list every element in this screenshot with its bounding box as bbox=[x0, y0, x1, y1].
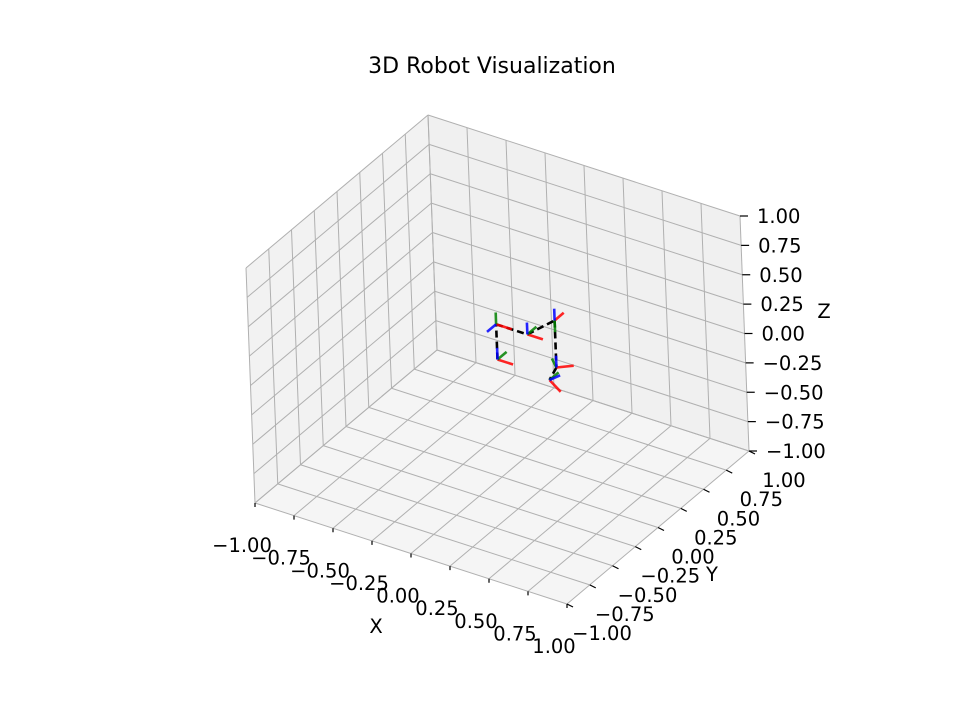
y-tick-mark bbox=[634, 546, 642, 551]
grid-line-left-z bbox=[249, 202, 432, 357]
grid-line-back-z bbox=[435, 320, 749, 423]
y-tick-mark bbox=[725, 469, 733, 474]
grid-line-back-z bbox=[431, 202, 744, 305]
z-tick-label: −0.75 bbox=[765, 411, 825, 434]
frame-y-axis bbox=[553, 320, 557, 333]
y-tick-label: 1.00 bbox=[762, 469, 805, 492]
frame-x-axis bbox=[527, 333, 544, 341]
grid-line-floor-y bbox=[414, 368, 727, 471]
x-tick-label: 0.50 bbox=[454, 610, 497, 633]
y-tick-label: −1.00 bbox=[572, 622, 632, 645]
grid-line-floor-y bbox=[345, 426, 659, 528]
z-tick-label: 0.50 bbox=[759, 264, 802, 287]
y-tick-label: −0.75 bbox=[595, 603, 655, 626]
frame-x-axis bbox=[548, 379, 562, 393]
grid-line-back-z bbox=[432, 232, 745, 334]
grid-line-left-z bbox=[245, 114, 429, 269]
y-tick-label: 0.50 bbox=[717, 507, 760, 530]
grid-line-back-z bbox=[427, 114, 741, 217]
grid-line-back-z bbox=[434, 290, 747, 393]
grid-line-back-z bbox=[428, 143, 742, 246]
z-tick-label: 1.00 bbox=[757, 205, 800, 228]
x-tick-label: 0.00 bbox=[376, 585, 419, 608]
grid-line-left-z bbox=[246, 143, 430, 298]
x-tick-label: 1.00 bbox=[532, 635, 575, 658]
x-tick-label: −1.00 bbox=[212, 534, 272, 557]
z-tick-label: 0.25 bbox=[760, 293, 803, 316]
frame-z-axis bbox=[525, 322, 529, 335]
y-axis-label: Y bbox=[705, 563, 718, 586]
grid-line-left-z bbox=[247, 173, 431, 328]
grid-line-left-z bbox=[254, 349, 438, 504]
z-tick-label: −0.50 bbox=[764, 381, 824, 404]
z-tick-label: −0.25 bbox=[763, 352, 823, 375]
grid-line-left-z bbox=[250, 232, 433, 386]
x-tick-label: 0.25 bbox=[415, 597, 458, 620]
frame-x-axis bbox=[497, 358, 514, 366]
z-axis-label: Z bbox=[817, 300, 830, 323]
grid-line-back-z bbox=[433, 261, 746, 364]
y-tick-label: −0.25 bbox=[640, 565, 700, 588]
grid-line-left-z bbox=[251, 261, 434, 416]
robot-plot bbox=[486, 308, 574, 393]
y-tick-mark bbox=[589, 584, 597, 589]
y-tick-mark bbox=[657, 526, 665, 532]
frame-y-axis bbox=[526, 325, 538, 336]
grid-line-left-z bbox=[252, 290, 436, 445]
axis-ticks: −1.00−0.75−0.50−0.250.000.250.500.751.00… bbox=[212, 205, 826, 658]
grid-line-floor-y bbox=[277, 483, 590, 586]
chart-title: 3D Robot Visualization bbox=[368, 54, 616, 79]
grid-line-floor-y bbox=[323, 445, 636, 548]
grid-line-back-z bbox=[436, 349, 750, 452]
grid-line-left-z bbox=[253, 320, 437, 475]
y-tick-mark bbox=[566, 603, 574, 608]
x-axis-label: X bbox=[369, 615, 382, 638]
frame-z-axis bbox=[548, 374, 561, 382]
z-tick-label: 0.75 bbox=[758, 234, 801, 257]
y-tick-mark bbox=[703, 488, 710, 493]
grid-line-floor-y bbox=[300, 464, 613, 567]
frame-x-axis bbox=[556, 364, 574, 369]
z-tick-label: −1.00 bbox=[766, 440, 826, 463]
grid-line-floor-y bbox=[368, 406, 681, 509]
x-tick-label: −0.75 bbox=[251, 547, 311, 570]
z-tick-label: 0.00 bbox=[762, 323, 805, 346]
frame-x-axis bbox=[495, 323, 513, 331]
x-tick-label: −0.50 bbox=[290, 559, 350, 582]
y-tick-label: 0.00 bbox=[671, 546, 714, 569]
grid-line-floor-y bbox=[391, 387, 704, 490]
frame-x-axis bbox=[553, 311, 565, 322]
grid-line-back-z bbox=[430, 173, 743, 276]
x-tick-label: 0.75 bbox=[493, 622, 536, 645]
y-tick-label: 0.25 bbox=[694, 526, 737, 549]
y-tick-label: 0.75 bbox=[740, 488, 783, 511]
frame-z-axis bbox=[486, 323, 497, 333]
y-tick-label: −0.50 bbox=[618, 584, 678, 607]
x-tick-label: −0.25 bbox=[329, 572, 389, 595]
y-tick-mark bbox=[612, 565, 619, 570]
y-tick-mark bbox=[680, 507, 688, 512]
frame-y-axis bbox=[496, 350, 508, 361]
